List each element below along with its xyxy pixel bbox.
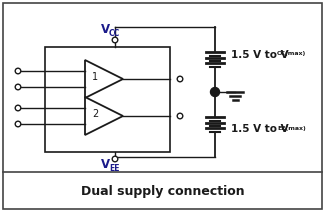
Circle shape: [15, 68, 21, 74]
Polygon shape: [85, 60, 123, 98]
Text: EE: EE: [109, 164, 120, 173]
Text: CC(max): CC(max): [277, 51, 306, 56]
Text: 1.5 V to V: 1.5 V to V: [231, 49, 289, 60]
Circle shape: [112, 156, 118, 162]
Text: 2: 2: [92, 109, 98, 119]
Circle shape: [15, 121, 21, 127]
Polygon shape: [85, 97, 123, 135]
Text: EE(max): EE(max): [277, 126, 306, 131]
Text: CC: CC: [109, 29, 120, 38]
Circle shape: [15, 105, 21, 111]
Circle shape: [177, 113, 183, 119]
Bar: [45, 47, 170, 152]
Circle shape: [15, 84, 21, 90]
Circle shape: [211, 88, 219, 96]
Text: V: V: [101, 23, 110, 36]
Circle shape: [177, 76, 183, 82]
Text: 1.5 V to V: 1.5 V to V: [231, 124, 289, 134]
Circle shape: [112, 37, 118, 43]
Text: V: V: [101, 158, 110, 171]
Text: 1: 1: [92, 72, 98, 82]
Text: Dual supply connection: Dual supply connection: [81, 184, 245, 198]
